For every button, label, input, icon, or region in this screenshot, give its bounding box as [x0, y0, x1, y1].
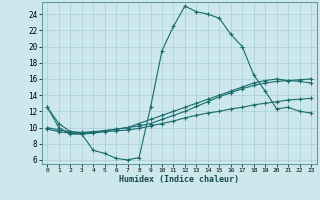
X-axis label: Humidex (Indice chaleur): Humidex (Indice chaleur) — [119, 175, 239, 184]
